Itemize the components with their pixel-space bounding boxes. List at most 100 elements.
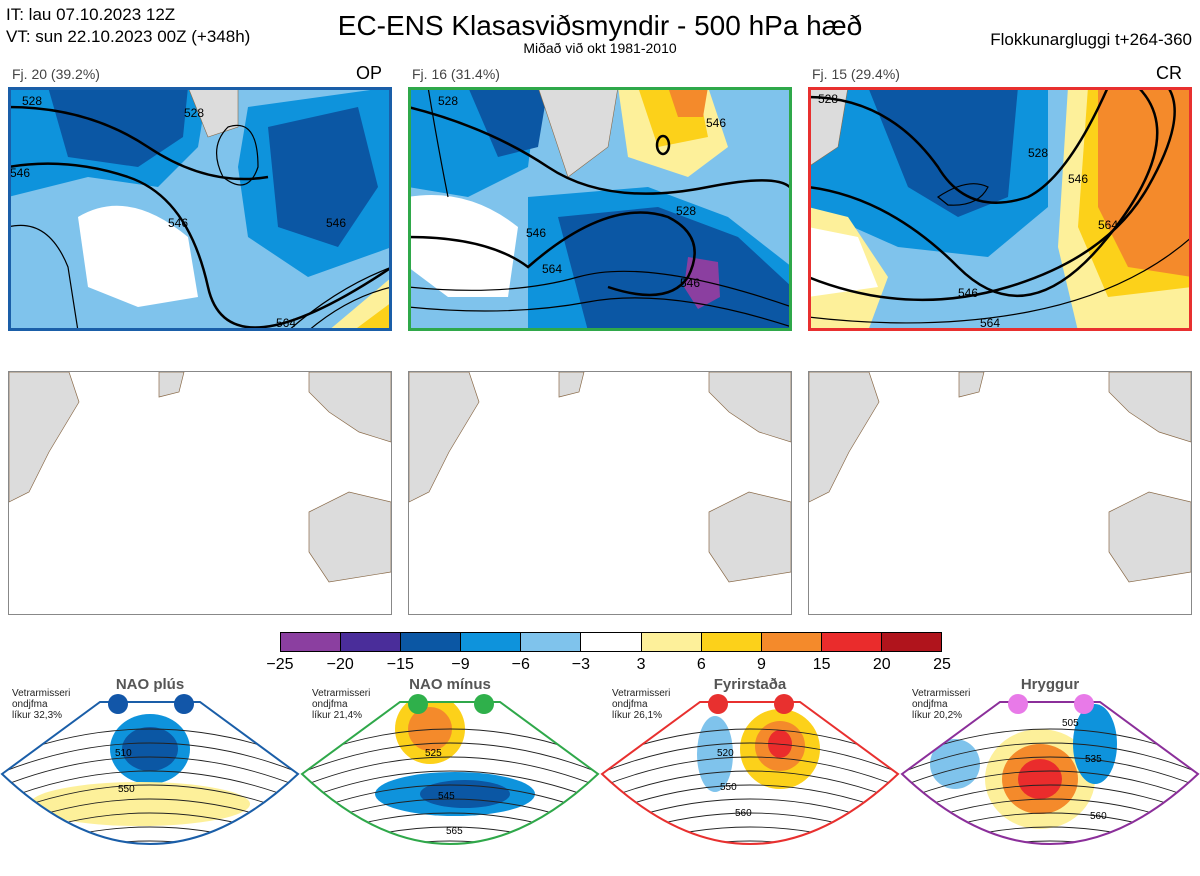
cluster-window: Flokkunargluggi t+264-360: [990, 30, 1192, 49]
empty-map-3: [808, 371, 1192, 615]
regime-dot-icon: [774, 694, 794, 714]
regime-border: [900, 701, 1200, 845]
height-contour: [602, 742, 898, 774]
height-contour: [2, 756, 298, 788]
colorbar-tick-label: −6: [511, 656, 530, 673]
regime-4: 505 535 560 Hryggur Vetrarmisseri ondjfma líku…: [900, 674, 1200, 871]
contour-label: 505: [1062, 718, 1079, 729]
regime-note-line: Vetrarmisseri: [312, 688, 371, 699]
contour-label: 546: [326, 216, 346, 230]
regime-note-line: ondjfma: [612, 699, 648, 710]
contour-label: 535: [1085, 754, 1102, 765]
regime-border: [600, 701, 900, 845]
anomaly-blob: [1018, 759, 1062, 799]
cluster-1-map: 528 546 546 546 528 564: [8, 87, 392, 331]
cluster-2-frame: [408, 87, 792, 331]
contour-label: 546: [706, 116, 726, 130]
colorbar-tick-label: 25: [933, 656, 951, 673]
colorbar-tick-label: −9: [451, 656, 470, 673]
regime-note-line: ondjfma: [312, 699, 348, 710]
regime-note: Vetrarmisseri ondjfma líkur 21,4%: [312, 688, 370, 721]
colorbar-tick-label: 20: [872, 656, 891, 673]
regime-note-line: Vetrarmisseri: [12, 688, 71, 699]
regime-2: 525 545 565 NAO mínus Vetrarmisseri ondjfma lí…: [300, 674, 600, 871]
height-contour: [2, 742, 298, 774]
regime-note-line: Vetrarmisseri: [612, 688, 671, 699]
colorbar-swatch: [461, 633, 522, 651]
regime-dot-icon: [474, 694, 494, 714]
regime-note-line: líkur 21,4%: [312, 710, 363, 721]
height-contour: [902, 756, 1198, 788]
regime-map: 520 550 560: [600, 694, 900, 845]
colorbar-swatch: [521, 633, 582, 651]
initial-time: IT: lau 07.10.2023 12Z: [6, 5, 176, 24]
contour-label: 546: [10, 166, 30, 180]
contour-label: 528: [438, 94, 458, 108]
regime-3: 520 550 560 Fyrirstaða Vetrarmisseri ondjfma l…: [600, 674, 900, 871]
page-subtitle: Miðað við okt 1981-2010: [523, 40, 677, 56]
cluster-3-label: Fj. 15 (29.4%): [812, 66, 900, 82]
colorbar-swatch: [581, 633, 642, 651]
regime-dot-icon: [1008, 694, 1028, 714]
height-contour: [302, 784, 598, 816]
cluster-1-label: Fj. 20 (39.2%): [12, 66, 100, 82]
colorbar-tick-label: 3: [636, 656, 646, 673]
cluster-1-frame: [8, 87, 392, 331]
anomaly-blob: [697, 716, 733, 792]
anomaly-blob: [30, 782, 250, 826]
regime-note: Vetrarmisseri ondjfma líkur 26,1%: [612, 688, 670, 721]
regime-dot-icon: [708, 694, 728, 714]
regime-dot-icon: [1074, 694, 1094, 714]
colorbar: [280, 632, 942, 652]
regime-title: Fyrirstaða: [713, 676, 787, 693]
contour-label: 560: [735, 808, 752, 819]
height-contour: [302, 770, 598, 802]
regime-note: Vetrarmisseri ondjfma líkur 20,2%: [912, 688, 970, 721]
contour-label: 550: [118, 784, 135, 795]
regime-title: NAO plús: [115, 676, 185, 693]
height-contour: [602, 770, 898, 802]
cluster-3-map: 528 528 546 564 546 564: [808, 87, 1192, 331]
contour-label: 546: [680, 276, 700, 290]
anomaly-blob: [122, 727, 178, 771]
colorbar-swatch: [821, 633, 882, 651]
regime-dot-icon: [408, 694, 428, 714]
valid-time: VT: sun 22.10.2023 00Z (+348h): [6, 27, 251, 46]
contour-label: 546: [526, 226, 546, 240]
colorbar-swatch: [761, 633, 822, 651]
contour-label: 528: [818, 92, 838, 106]
contour-label: 550: [720, 782, 737, 793]
regime-title: NAO mínus: [409, 676, 491, 693]
regime-dot-icon: [174, 694, 194, 714]
contour-label: 528: [22, 94, 42, 108]
contour-label: 545: [438, 791, 455, 802]
colorbar-tick-label: 6: [696, 656, 706, 673]
contour-label: 564: [542, 262, 562, 276]
height-contour: [602, 840, 898, 844]
colorbar-tick-label: −3: [571, 656, 591, 673]
height-contour: [902, 784, 1198, 816]
colorbar-swatch: [341, 633, 402, 651]
contour-label: 546: [1068, 172, 1088, 186]
cluster-1-tag: OP: [356, 63, 383, 83]
regime-map: 510 550: [0, 694, 300, 845]
regime-map: 525 545 565: [300, 694, 600, 845]
height-contour: [302, 742, 598, 774]
contour-label: 528: [184, 106, 204, 120]
height-contour: [902, 770, 1198, 802]
height-contour: [902, 840, 1198, 844]
contour-label: 510: [115, 748, 132, 759]
anomaly-blob: [408, 707, 452, 751]
contour-label: 564: [980, 316, 1000, 330]
colorbar-swatch: [641, 633, 702, 651]
regime-border: [300, 701, 600, 845]
contour-label: 564: [276, 316, 296, 330]
height-contour: [902, 742, 1198, 774]
contour-label: 560: [1090, 811, 1107, 822]
anomaly-blob: [930, 739, 980, 789]
empty-map-1: [8, 371, 392, 615]
regime-dot-icon: [108, 694, 128, 714]
regime-border: [0, 701, 300, 845]
colorbar-tick-label: −25: [266, 656, 294, 673]
colorbar-swatch: [401, 633, 462, 651]
